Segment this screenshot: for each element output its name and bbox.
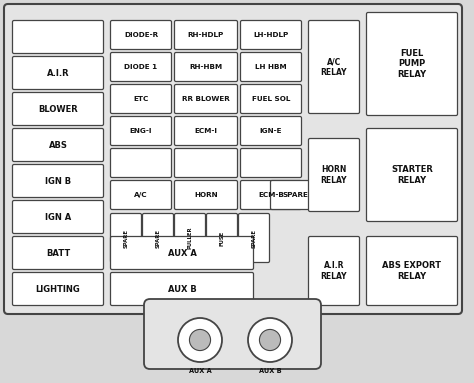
FancyBboxPatch shape: [238, 213, 270, 262]
FancyBboxPatch shape: [12, 57, 103, 90]
Text: LH HBM: LH HBM: [255, 64, 287, 70]
Text: STARTER
RELAY: STARTER RELAY: [391, 165, 433, 185]
FancyBboxPatch shape: [207, 213, 237, 262]
FancyBboxPatch shape: [12, 236, 103, 270]
FancyBboxPatch shape: [240, 180, 301, 210]
Text: SPARE: SPARE: [124, 229, 128, 247]
FancyBboxPatch shape: [309, 236, 359, 306]
FancyBboxPatch shape: [110, 236, 254, 270]
FancyBboxPatch shape: [12, 21, 103, 54]
FancyBboxPatch shape: [366, 129, 457, 221]
FancyBboxPatch shape: [174, 21, 237, 49]
FancyBboxPatch shape: [240, 52, 301, 82]
Circle shape: [259, 329, 281, 350]
FancyBboxPatch shape: [110, 180, 172, 210]
FancyBboxPatch shape: [12, 165, 103, 198]
FancyBboxPatch shape: [240, 21, 301, 49]
FancyBboxPatch shape: [240, 149, 301, 177]
Text: FUEL SOL: FUEL SOL: [252, 96, 290, 102]
FancyBboxPatch shape: [12, 93, 103, 126]
FancyBboxPatch shape: [110, 52, 172, 82]
FancyBboxPatch shape: [174, 213, 206, 262]
Text: A/C: A/C: [134, 192, 148, 198]
Text: FUSE: FUSE: [219, 231, 225, 246]
FancyBboxPatch shape: [144, 299, 321, 369]
Circle shape: [178, 318, 222, 362]
FancyBboxPatch shape: [240, 116, 301, 146]
Text: PULLER: PULLER: [188, 227, 192, 249]
Text: AUX A: AUX A: [168, 249, 196, 257]
Text: SPARE: SPARE: [282, 192, 308, 198]
FancyBboxPatch shape: [110, 213, 142, 262]
FancyBboxPatch shape: [110, 85, 172, 113]
FancyBboxPatch shape: [174, 149, 237, 177]
Text: IGN-E: IGN-E: [260, 128, 282, 134]
FancyBboxPatch shape: [110, 149, 172, 177]
Text: ABS EXPORT
RELAY: ABS EXPORT RELAY: [383, 261, 441, 281]
Text: HORN
RELAY: HORN RELAY: [321, 165, 347, 185]
FancyBboxPatch shape: [174, 52, 237, 82]
Text: LH-HDLP: LH-HDLP: [254, 32, 289, 38]
Text: AUX A: AUX A: [189, 368, 211, 374]
Text: DIODE-R: DIODE-R: [124, 32, 158, 38]
FancyBboxPatch shape: [309, 139, 359, 211]
FancyBboxPatch shape: [110, 272, 254, 306]
Text: BLOWER: BLOWER: [38, 105, 78, 113]
FancyBboxPatch shape: [366, 236, 457, 306]
FancyBboxPatch shape: [174, 180, 237, 210]
Text: ETC: ETC: [133, 96, 149, 102]
FancyBboxPatch shape: [4, 4, 462, 314]
FancyBboxPatch shape: [271, 180, 319, 210]
FancyBboxPatch shape: [143, 213, 173, 262]
Text: LIGHTING: LIGHTING: [36, 285, 81, 293]
Text: HORN: HORN: [194, 192, 218, 198]
Text: RH-HBM: RH-HBM: [190, 64, 223, 70]
Text: A.I.R
RELAY: A.I.R RELAY: [321, 261, 347, 281]
Text: BATT: BATT: [46, 249, 70, 257]
Text: SPARE: SPARE: [155, 229, 161, 247]
Text: A/C
RELAY: A/C RELAY: [321, 57, 347, 77]
FancyBboxPatch shape: [174, 85, 237, 113]
Text: AUX B: AUX B: [168, 285, 196, 293]
Text: RH-HDLP: RH-HDLP: [188, 32, 224, 38]
Text: ECM-B: ECM-B: [258, 192, 284, 198]
FancyBboxPatch shape: [309, 21, 359, 113]
FancyBboxPatch shape: [12, 272, 103, 306]
Text: IGN B: IGN B: [45, 177, 71, 185]
FancyBboxPatch shape: [12, 129, 103, 162]
Text: ECM-I: ECM-I: [194, 128, 218, 134]
Text: A.I.R: A.I.R: [46, 69, 69, 77]
Text: DIODE 1: DIODE 1: [125, 64, 157, 70]
Text: IGN A: IGN A: [45, 213, 71, 221]
Text: AUX B: AUX B: [259, 368, 281, 374]
Text: FUEL
PUMP
RELAY: FUEL PUMP RELAY: [397, 49, 427, 79]
FancyBboxPatch shape: [366, 13, 457, 116]
Text: SPARE: SPARE: [252, 229, 256, 247]
Text: ENG-I: ENG-I: [130, 128, 152, 134]
Text: RR BLOWER: RR BLOWER: [182, 96, 230, 102]
FancyBboxPatch shape: [12, 200, 103, 234]
FancyBboxPatch shape: [110, 116, 172, 146]
Circle shape: [190, 329, 210, 350]
FancyBboxPatch shape: [174, 116, 237, 146]
FancyBboxPatch shape: [240, 85, 301, 113]
Circle shape: [248, 318, 292, 362]
Text: ABS: ABS: [48, 141, 67, 149]
FancyBboxPatch shape: [110, 21, 172, 49]
